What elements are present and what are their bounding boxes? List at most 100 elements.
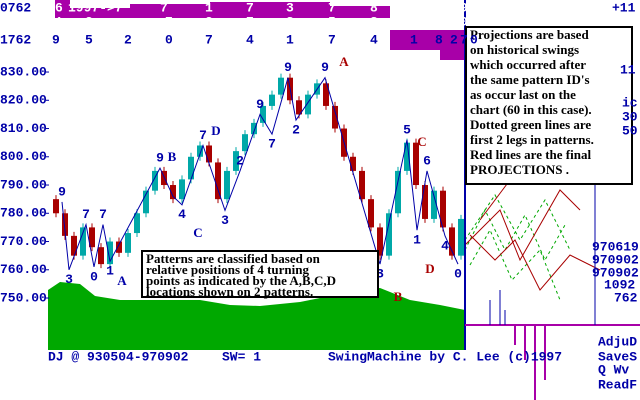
y-tick-label: 800.00 <box>0 149 47 164</box>
note-line: the same pattern ID's <box>470 72 590 87</box>
candle <box>368 199 374 228</box>
candle <box>305 94 311 115</box>
candle <box>152 170 158 191</box>
top-label: 4 <box>246 32 254 47</box>
y-tick-label: 820.00 <box>0 93 47 108</box>
candle <box>395 170 401 214</box>
y-tick-label: 780.00 <box>0 206 47 221</box>
top-label: 9 <box>52 32 60 47</box>
panel-label: AdjuD <box>598 334 637 349</box>
swing-label: 7 <box>82 207 90 222</box>
note-line: locations shown on 2 patterns. <box>146 284 313 299</box>
projection-note-box <box>465 26 633 185</box>
top-label: 3 <box>286 0 294 15</box>
top-label: 1 <box>55 14 63 29</box>
candle <box>80 227 86 256</box>
panel-label: 970902 <box>592 265 639 280</box>
note-line: Patterns are classified based on <box>146 251 321 266</box>
pattern-letter: D <box>425 261 434 276</box>
top-label: 1 <box>286 32 294 47</box>
candle <box>71 235 77 256</box>
y-tick-label: 760.00 <box>0 262 47 277</box>
candle <box>134 213 140 234</box>
candle <box>449 227 455 256</box>
top-label: 0 <box>470 32 478 47</box>
candle <box>215 162 221 200</box>
candle <box>332 105 338 129</box>
candle <box>89 227 95 248</box>
pattern-letter: D <box>211 123 220 138</box>
pattern-letter: A <box>117 273 127 288</box>
panel-label: +11 <box>612 0 636 15</box>
panel-label: 762 <box>614 290 638 305</box>
top-label: 2 <box>205 14 213 29</box>
top-label: 2 <box>85 14 93 29</box>
note-line: on historical swings <box>470 42 579 57</box>
candle <box>251 122 257 135</box>
candle <box>98 247 104 265</box>
top-label: 8 <box>370 0 378 15</box>
candle <box>278 77 284 95</box>
right-spikes <box>514 325 546 400</box>
swing-line <box>61 76 459 270</box>
candle <box>404 142 410 171</box>
top-label: 2 <box>450 32 458 47</box>
candle <box>296 100 302 115</box>
y-tick-label: 830.00 <box>0 64 47 79</box>
swing-label: 3 <box>221 213 229 228</box>
pattern-note-box <box>141 250 379 298</box>
candle <box>224 170 230 200</box>
candle <box>107 241 113 265</box>
note-line: PROJECTIONS . <box>470 162 569 177</box>
panel-label: 30 <box>622 109 638 124</box>
top-label: 0762 <box>0 0 31 15</box>
top-label: 3 <box>370 14 378 29</box>
note-line: which occurred after <box>470 57 586 72</box>
pattern-letter: B <box>394 289 403 304</box>
candle <box>179 179 185 200</box>
swing-label: 2 <box>292 122 300 137</box>
top-label: 8 <box>435 0 443 15</box>
candle <box>62 213 68 236</box>
pattern-letter: B <box>168 149 177 164</box>
candle <box>116 241 122 253</box>
swing-label: 7 <box>199 128 207 143</box>
candle <box>377 227 383 256</box>
candle <box>359 170 365 200</box>
candle <box>242 134 248 152</box>
top-label: 8 <box>410 0 418 15</box>
panel-label: SaveS <box>598 349 637 364</box>
candle <box>197 145 203 157</box>
swing-label: 9 <box>284 60 292 75</box>
panel-label: 1092 <box>604 277 635 292</box>
status-text: SW= 1 <box>222 349 261 364</box>
y-tick-label: 810.00 <box>0 121 47 136</box>
candle <box>269 94 275 106</box>
top-band <box>55 0 465 60</box>
candle <box>143 190 149 214</box>
note-line: first 2 legs in patterns. <box>470 132 594 147</box>
swing-label: 6 <box>423 153 431 168</box>
top-label: 1997->7 <box>68 0 123 15</box>
candle <box>206 145 212 163</box>
swing-label: 0 <box>90 269 98 284</box>
top-label: 9 <box>460 0 468 15</box>
swing-label: 9 <box>58 184 66 199</box>
panel-label: 970902 <box>592 252 639 267</box>
y-tick-label: 790.00 <box>0 177 47 192</box>
note-line: Projections are based <box>470 27 589 42</box>
candle <box>125 233 131 253</box>
panel-label: ReadF <box>598 377 637 392</box>
y-tick-label: 750.00 <box>0 290 47 305</box>
note-line: points as indicated by the A,B,C,D <box>146 273 336 288</box>
swing-label: 9 <box>321 60 329 75</box>
swing-label: 2 <box>236 153 244 168</box>
top-label: 8 <box>410 14 418 29</box>
candle <box>233 151 239 171</box>
swing-label: 3 <box>376 267 384 282</box>
top-label: 0 <box>460 14 468 29</box>
candle <box>440 190 446 228</box>
panel-label: ic <box>622 95 638 110</box>
